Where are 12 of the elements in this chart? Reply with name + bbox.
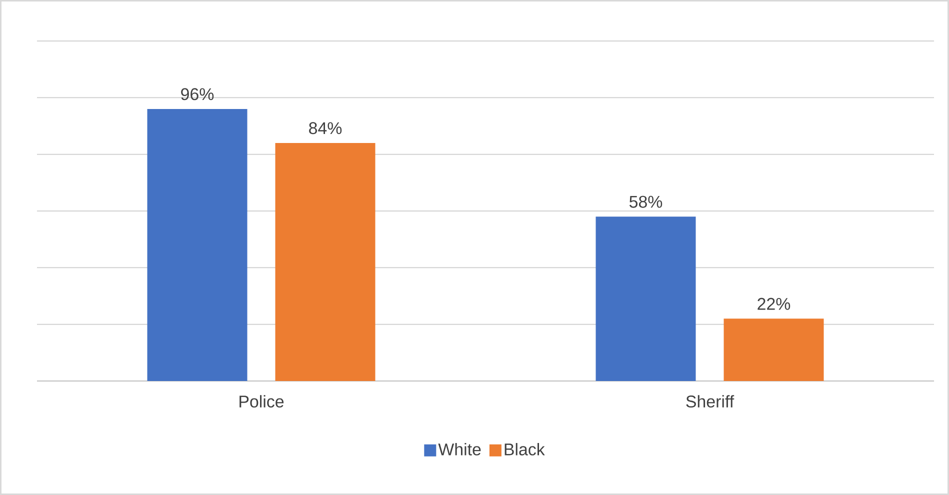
x-tick-label: Police <box>240 395 284 408</box>
bar <box>275 142 376 381</box>
bar <box>596 216 696 381</box>
legend-label: Black <box>504 442 545 456</box>
data-label: 84% <box>309 122 342 134</box>
x-tick-label: Sheriff <box>686 395 734 408</box>
bar <box>147 108 248 381</box>
data-label: 96% <box>181 88 214 100</box>
bar <box>724 318 824 381</box>
data-label: 58% <box>629 196 662 208</box>
data-label: 22% <box>758 298 790 310</box>
legend-label: White <box>438 442 481 456</box>
